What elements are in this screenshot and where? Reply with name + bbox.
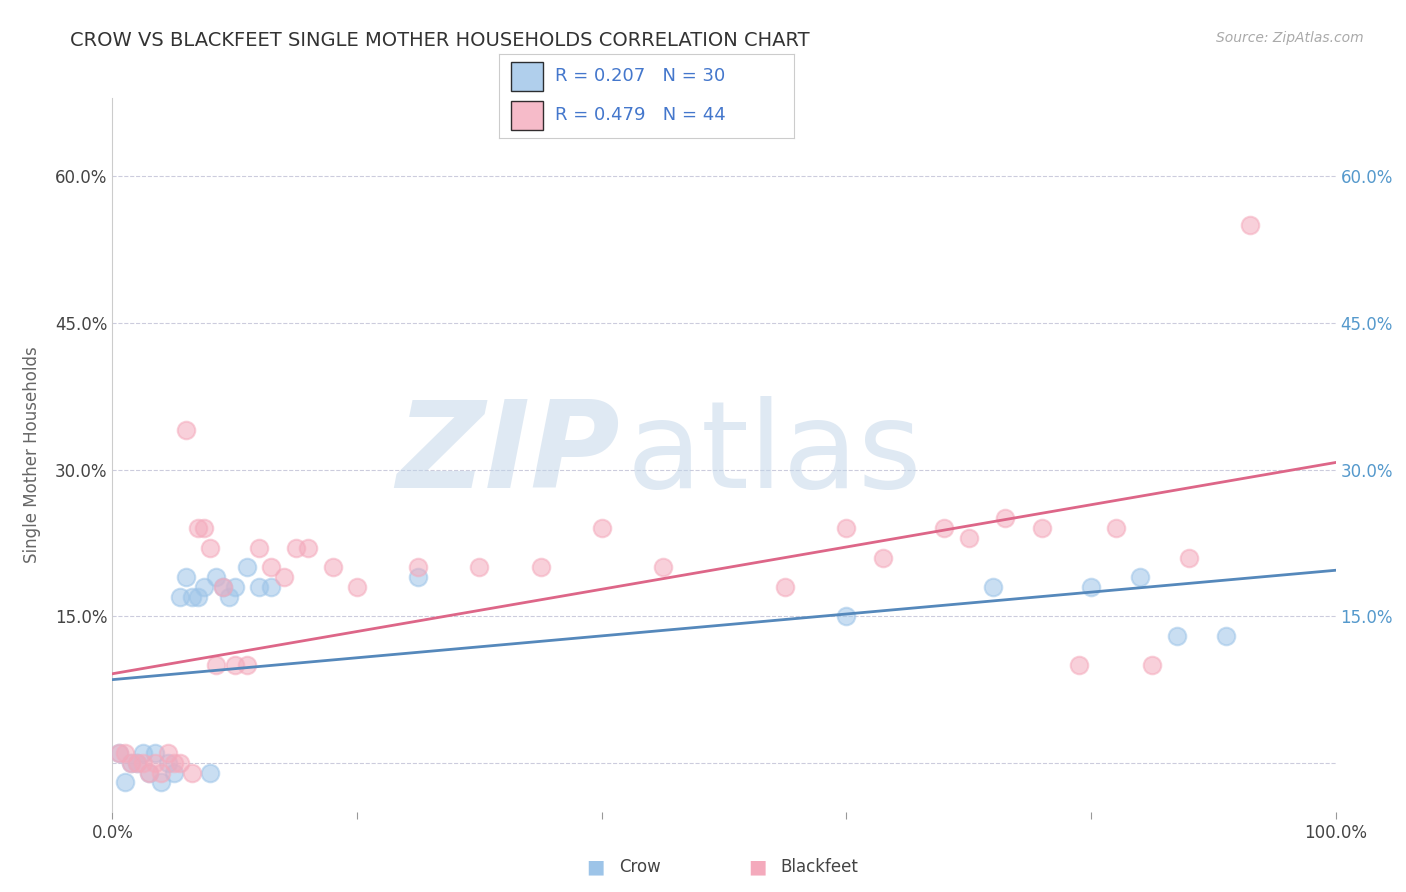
Point — [218, 590, 240, 604]
Point — [591, 521, 613, 535]
Point — [193, 580, 215, 594]
Point — [775, 580, 797, 594]
Point — [125, 756, 148, 770]
Point — [187, 590, 209, 604]
Text: ZIP: ZIP — [396, 396, 620, 514]
Point — [169, 756, 191, 770]
Point — [174, 424, 197, 438]
Point — [1080, 580, 1102, 594]
Point — [1129, 570, 1152, 584]
Point — [156, 756, 179, 770]
Point — [143, 756, 166, 770]
Point — [1031, 521, 1053, 535]
Point — [205, 658, 228, 673]
Point — [224, 580, 246, 594]
Text: R = 0.207   N = 30: R = 0.207 N = 30 — [555, 68, 725, 86]
Point — [1239, 218, 1261, 232]
Point — [125, 756, 148, 770]
Point — [297, 541, 319, 555]
Point — [408, 570, 430, 584]
Point — [187, 521, 209, 535]
Point — [1166, 629, 1188, 643]
Point — [143, 746, 166, 760]
Point — [872, 550, 894, 565]
Point — [260, 560, 283, 574]
Point — [120, 756, 142, 770]
Point — [156, 746, 179, 760]
Point — [132, 756, 155, 770]
Point — [981, 580, 1004, 594]
Point — [150, 765, 173, 780]
Point — [260, 580, 283, 594]
Point — [284, 541, 308, 555]
Point — [468, 560, 491, 574]
Point — [1067, 658, 1090, 673]
Point — [193, 521, 215, 535]
Text: R = 0.479   N = 44: R = 0.479 N = 44 — [555, 106, 725, 124]
Point — [211, 580, 233, 594]
Point — [114, 775, 136, 789]
Point — [120, 756, 142, 770]
Point — [132, 746, 155, 760]
Point — [994, 511, 1017, 525]
Point — [211, 580, 233, 594]
Point — [181, 590, 204, 604]
Point — [835, 609, 858, 624]
Point — [1215, 629, 1237, 643]
Text: atlas: atlas — [626, 396, 922, 514]
Point — [107, 746, 129, 760]
FancyBboxPatch shape — [510, 62, 543, 91]
Point — [205, 570, 228, 584]
Point — [181, 765, 204, 780]
Point — [236, 658, 259, 673]
Point — [1178, 550, 1201, 565]
Point — [200, 765, 222, 780]
Point — [273, 570, 295, 584]
Text: Source: ZipAtlas.com: Source: ZipAtlas.com — [1216, 31, 1364, 45]
Point — [652, 560, 675, 574]
Point — [322, 560, 344, 574]
Point — [200, 541, 222, 555]
Point — [150, 775, 173, 789]
Point — [114, 746, 136, 760]
Point — [1142, 658, 1164, 673]
Point — [236, 560, 259, 574]
Text: CROW VS BLACKFEET SINGLE MOTHER HOUSEHOLDS CORRELATION CHART: CROW VS BLACKFEET SINGLE MOTHER HOUSEHOL… — [70, 31, 810, 50]
Text: ■: ■ — [586, 857, 605, 877]
Point — [138, 765, 160, 780]
Point — [529, 560, 551, 574]
Point — [408, 560, 430, 574]
Point — [169, 590, 191, 604]
Point — [346, 580, 368, 594]
Point — [174, 570, 197, 584]
Point — [107, 746, 129, 760]
FancyBboxPatch shape — [510, 101, 543, 130]
Point — [224, 658, 246, 673]
Point — [163, 765, 186, 780]
Point — [138, 765, 160, 780]
Point — [957, 531, 980, 545]
Text: ■: ■ — [748, 857, 766, 877]
Point — [1104, 521, 1126, 535]
Y-axis label: Single Mother Households: Single Mother Households — [24, 347, 41, 563]
Text: Blackfeet: Blackfeet — [780, 858, 858, 876]
Point — [163, 756, 186, 770]
Point — [835, 521, 858, 535]
Point — [934, 521, 956, 535]
Text: Crow: Crow — [619, 858, 661, 876]
Point — [247, 541, 270, 555]
Point — [247, 580, 270, 594]
